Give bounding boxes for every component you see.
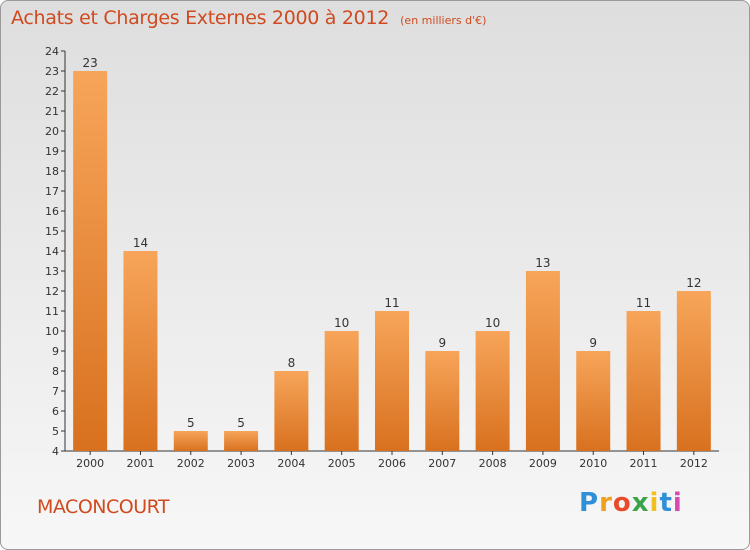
value-label: 23 (83, 56, 98, 70)
y-tick-label: 6 (52, 405, 59, 418)
x-tick-label: 2000 (76, 457, 104, 470)
y-tick-label: 19 (45, 145, 59, 158)
value-label: 13 (535, 256, 550, 270)
y-tick-label: 15 (45, 225, 59, 238)
value-label: 11 (636, 296, 651, 310)
bar-2010 (576, 351, 611, 451)
bar-2006 (375, 311, 409, 451)
bar-2002 (173, 431, 208, 451)
y-tick-label: 4 (52, 445, 59, 458)
y-tick-label: 5 (52, 425, 59, 438)
y-tick-label: 16 (45, 205, 59, 218)
x-tick-label: 2006 (378, 457, 406, 470)
y-tick-label: 23 (45, 65, 59, 78)
value-label: 5 (187, 416, 195, 430)
value-label: 10 (485, 316, 500, 330)
x-tick-label: 2008 (479, 457, 507, 470)
x-tick-label: 2003 (227, 457, 255, 470)
bar-2009 (525, 271, 560, 451)
value-label: 11 (384, 296, 399, 310)
bar-2011 (626, 311, 661, 451)
x-tick-label: 2010 (579, 457, 607, 470)
y-tick-label: 9 (52, 345, 59, 358)
x-tick-label: 2004 (277, 457, 305, 470)
y-tick-label: 13 (45, 265, 59, 278)
y-tick-label: 22 (45, 85, 59, 98)
x-tick-label: 2012 (680, 457, 708, 470)
bar-2000 (73, 71, 108, 451)
value-label: 9 (589, 336, 597, 350)
y-tick-label: 17 (45, 185, 59, 198)
commune-name: MACONCOURT (37, 496, 170, 518)
value-label: 14 (133, 236, 148, 250)
y-tick-label: 8 (52, 365, 59, 378)
bar-2005 (324, 331, 359, 451)
bar-2003 (224, 431, 259, 451)
y-tick-label: 10 (45, 325, 59, 338)
logo-letter: i (649, 488, 660, 518)
chart-title: Achats et Charges Externes 2000 à 2012 (11, 7, 390, 29)
x-tick-label: 2002 (177, 457, 205, 470)
logo-letter: r (599, 488, 613, 518)
value-label: 9 (438, 336, 446, 350)
y-tick-label: 14 (45, 245, 59, 258)
value-label: 12 (686, 276, 701, 290)
y-tick-label: 24 (45, 45, 59, 58)
y-tick-label: 20 (45, 125, 59, 138)
logo-letter: i (672, 488, 683, 518)
value-label: 5 (237, 416, 245, 430)
value-label: 10 (334, 316, 349, 330)
x-tick-label: 2011 (630, 457, 658, 470)
bar-2012 (676, 291, 711, 451)
value-label: 8 (288, 356, 296, 370)
y-tick-label: 12 (45, 285, 59, 298)
logo-letter: o (612, 488, 632, 518)
labels: 23 2000 14 2001 5 2002 5 2003 8 2004 10 2005 11 2006 9… (76, 56, 708, 470)
bar-2004 (274, 371, 309, 451)
bars (73, 71, 711, 451)
bar-2008 (475, 331, 510, 451)
x-tick-label: 2009 (529, 457, 557, 470)
x-tick-label: 2001 (126, 457, 154, 470)
bar-2007 (425, 351, 460, 451)
y-tick-label: 7 (52, 385, 59, 398)
logo-letter: x (631, 488, 650, 518)
chart-subtitle: (en milliers d'€) (400, 14, 487, 27)
x-tick-label: 2007 (428, 457, 456, 470)
y-tick-label: 18 (45, 165, 59, 178)
y-tick-label: 11 (45, 305, 59, 318)
proxiti-logo: Proxiti (579, 488, 683, 518)
title-row: Achats et Charges Externes 2000 à 2012 (… (11, 7, 486, 29)
y-tick-label: 21 (45, 105, 59, 118)
logo-letter: P (579, 488, 600, 518)
bar-2001 (123, 251, 158, 451)
x-tick-label: 2005 (328, 457, 356, 470)
logo-letter: t (659, 488, 673, 518)
